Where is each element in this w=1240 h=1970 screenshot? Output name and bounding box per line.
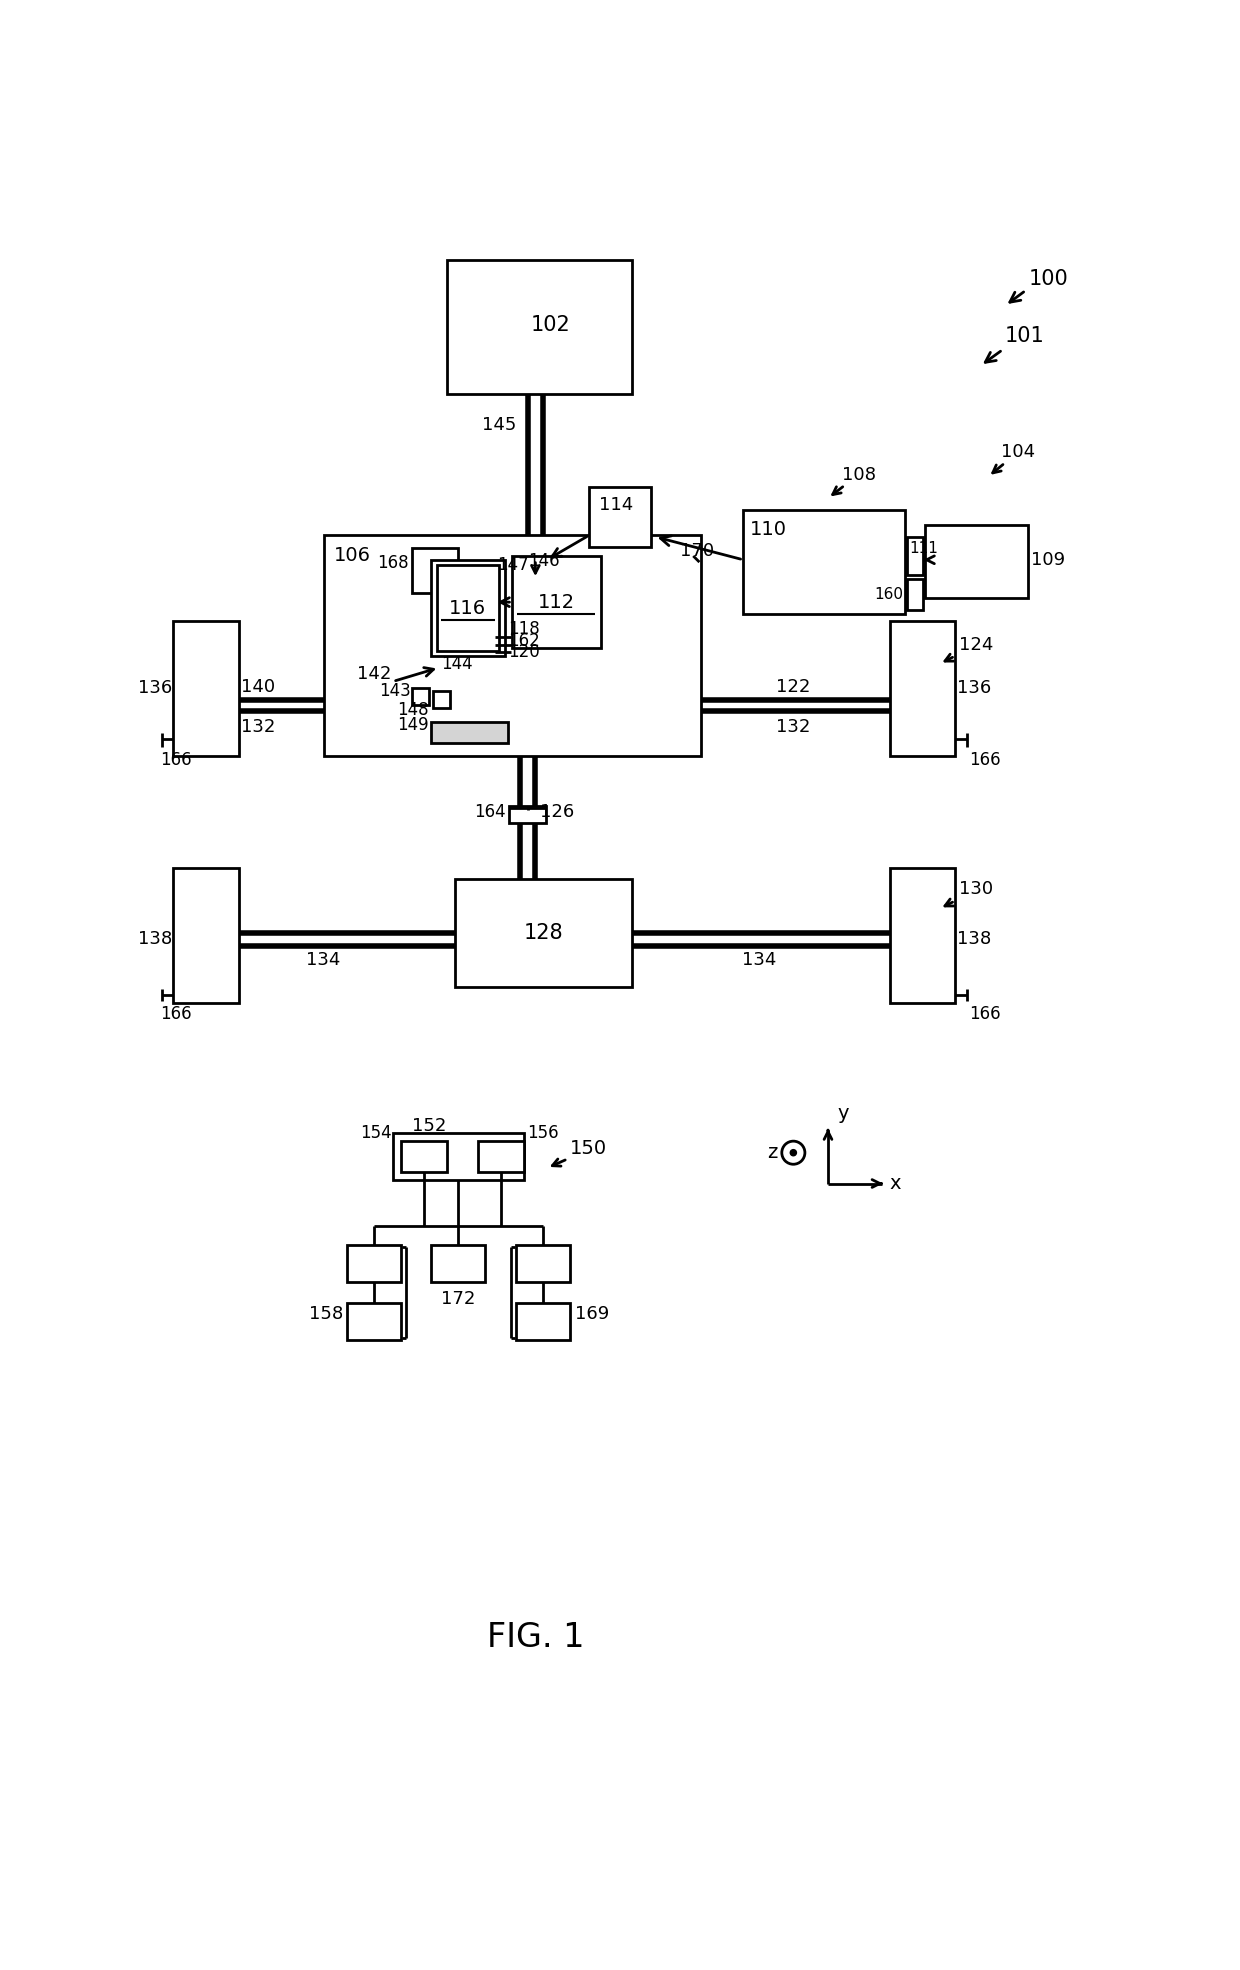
Text: x: x [889,1174,901,1194]
Text: 132: 132 [241,717,275,735]
Text: 166: 166 [160,1005,192,1022]
Text: 158: 158 [309,1306,343,1324]
Text: 126: 126 [541,804,574,821]
Text: 166: 166 [968,751,1001,768]
Bar [347,1302,401,1340]
Text: 101: 101 [1006,327,1045,347]
Text: 164: 164 [475,804,506,821]
Text: 136: 136 [957,680,992,697]
Text: 150: 150 [570,1139,608,1158]
Text: 144: 144 [441,654,474,672]
Text: 147: 147 [497,556,528,573]
Bar [455,879,631,987]
Bar [174,621,239,756]
Bar [906,536,924,575]
Text: 148: 148 [398,701,429,719]
Text: 112: 112 [538,593,575,611]
Text: 102: 102 [531,315,570,335]
Text: 132: 132 [776,717,811,735]
Bar [412,688,429,705]
Text: 172: 172 [441,1290,476,1308]
Text: 166: 166 [160,751,192,768]
Bar [510,806,546,823]
Text: z: z [768,1143,777,1162]
Text: 116: 116 [449,599,486,619]
Text: FIG. 1: FIG. 1 [486,1621,584,1655]
Bar [446,260,631,394]
Bar [393,1133,523,1180]
Text: 104: 104 [1001,443,1035,461]
Text: 146: 146 [528,552,559,569]
Text: 149: 149 [398,717,429,735]
Bar [477,1141,523,1172]
Text: 106: 106 [334,546,371,565]
Text: 140: 140 [241,678,275,695]
Bar [925,526,1028,599]
Bar [743,510,905,615]
Text: 145: 145 [482,416,516,433]
Bar [516,1245,570,1282]
Bar [589,487,651,548]
Bar [412,548,459,593]
Text: 152: 152 [412,1117,446,1135]
Text: 154: 154 [361,1125,392,1143]
Bar [889,869,955,1003]
Text: 136: 136 [138,680,172,697]
Text: 134: 134 [306,952,341,969]
Text: 110: 110 [749,520,786,538]
Bar [512,556,601,648]
Text: 122: 122 [776,678,811,695]
Circle shape [790,1150,796,1156]
Text: 160: 160 [874,587,904,603]
Text: 118: 118 [508,621,541,638]
Text: 114: 114 [599,496,632,514]
Text: 120: 120 [508,642,541,662]
Bar [906,579,924,611]
Bar [401,1141,446,1172]
Bar [889,621,955,756]
Text: 143: 143 [379,682,410,699]
Text: 138: 138 [957,930,992,948]
Circle shape [781,1141,805,1164]
Text: 156: 156 [527,1125,558,1143]
Text: 166: 166 [968,1005,1001,1022]
Text: 111: 111 [909,540,937,556]
Text: 169: 169 [575,1306,610,1324]
Bar [347,1245,401,1282]
Bar [432,1245,485,1282]
Text: 109: 109 [1030,552,1065,569]
Text: 138: 138 [138,930,172,948]
Text: 130: 130 [959,881,993,898]
Text: 134: 134 [742,952,776,969]
Text: 162: 162 [508,632,541,650]
Text: y: y [837,1105,848,1123]
Bar [324,536,701,756]
Bar [436,565,500,652]
Text: 128: 128 [523,924,563,944]
Text: 168: 168 [377,554,408,571]
Text: 100: 100 [1028,268,1068,290]
Bar [174,869,239,1003]
Text: 170: 170 [680,542,714,559]
Bar [433,691,450,707]
Bar [432,559,505,656]
Text: 108: 108 [842,467,875,485]
Text: 142: 142 [357,664,391,684]
Bar [516,1302,570,1340]
Text: 124: 124 [959,636,993,654]
Bar [432,721,508,743]
